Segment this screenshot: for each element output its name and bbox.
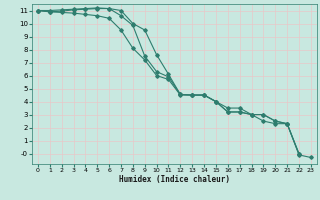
X-axis label: Humidex (Indice chaleur): Humidex (Indice chaleur) [119,175,230,184]
